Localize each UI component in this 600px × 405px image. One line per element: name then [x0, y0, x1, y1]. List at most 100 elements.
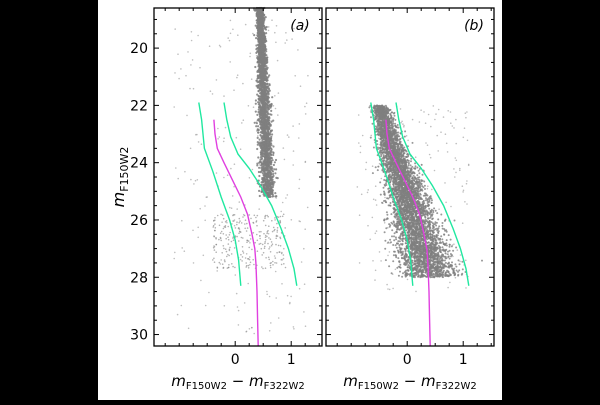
data-point [261, 54, 263, 56]
data-point [262, 181, 264, 183]
data-point [223, 218, 225, 220]
data-point [180, 68, 182, 70]
data-point [433, 207, 435, 209]
data-point [259, 32, 261, 34]
data-point [267, 102, 269, 104]
data-point [240, 148, 242, 150]
data-point [304, 228, 306, 230]
data-point [266, 215, 268, 217]
data-point [386, 214, 388, 216]
data-point [292, 164, 294, 166]
data-point [287, 134, 289, 136]
data-point [263, 76, 265, 78]
data-point [262, 172, 264, 174]
data-point [256, 148, 258, 150]
data-point [264, 246, 266, 248]
data-point [181, 247, 183, 249]
data-point [262, 57, 264, 59]
data-point [236, 293, 238, 295]
data-point [261, 132, 263, 134]
data-point [219, 225, 221, 227]
data-point [246, 242, 248, 244]
data-point [435, 210, 437, 212]
figure-background [98, 0, 502, 400]
data-point [274, 32, 276, 34]
data-point [243, 119, 245, 121]
data-point [270, 114, 272, 116]
data-point [232, 215, 234, 217]
data-point [256, 55, 258, 57]
data-point [251, 249, 253, 251]
data-point [216, 244, 218, 246]
data-point [240, 259, 242, 261]
data-point [256, 220, 258, 222]
data-point [245, 262, 247, 264]
data-point [223, 137, 225, 139]
data-point [268, 257, 270, 259]
data-point [257, 70, 259, 72]
data-point [268, 138, 270, 140]
data-point [268, 128, 270, 130]
data-point [252, 259, 254, 261]
data-point [187, 51, 189, 53]
data-point [219, 45, 221, 47]
data-point [305, 161, 307, 163]
data-point [307, 75, 309, 77]
data-point [186, 115, 188, 117]
data-point [247, 240, 249, 242]
data-point [264, 104, 266, 106]
data-point [266, 80, 268, 82]
data-point [274, 192, 276, 194]
data-point [191, 31, 193, 33]
data-point [226, 256, 228, 258]
data-point [258, 56, 260, 58]
data-point [219, 262, 221, 264]
data-point [234, 247, 236, 249]
x-tick-label: 0 [231, 352, 240, 368]
data-point [272, 145, 274, 147]
data-point [229, 247, 231, 249]
data-point [246, 253, 248, 255]
data-point [218, 239, 220, 241]
data-point [224, 305, 226, 307]
data-point [270, 161, 272, 163]
data-point [262, 122, 264, 124]
data-point [227, 236, 229, 238]
data-point [277, 60, 279, 62]
data-point [245, 266, 247, 268]
data-point [455, 266, 457, 268]
data-point [174, 252, 176, 254]
data-point [290, 296, 292, 298]
data-point [257, 135, 259, 137]
data-point [265, 236, 267, 238]
data-point [271, 133, 273, 135]
data-point [233, 239, 235, 241]
data-point [260, 77, 262, 79]
data-point [274, 219, 276, 221]
data-point [259, 164, 261, 166]
data-point [274, 95, 276, 97]
data-point [258, 95, 260, 97]
data-point [268, 248, 270, 250]
data-point [177, 314, 179, 316]
data-point [215, 227, 217, 229]
data-point [266, 182, 268, 184]
data-point [249, 214, 251, 216]
data-point [377, 169, 379, 171]
data-point [244, 215, 246, 217]
data-point [262, 174, 264, 176]
data-point [255, 121, 257, 123]
data-point [260, 156, 262, 158]
data-point [283, 248, 285, 250]
data-point [264, 111, 266, 113]
data-point [238, 310, 240, 312]
data-point [283, 147, 285, 149]
data-point [231, 253, 233, 255]
data-point [227, 174, 229, 176]
data-point [265, 239, 267, 241]
data-point [280, 245, 282, 247]
data-point [265, 95, 267, 97]
y-tick-label: 24 [130, 156, 148, 172]
data-point [260, 243, 262, 245]
